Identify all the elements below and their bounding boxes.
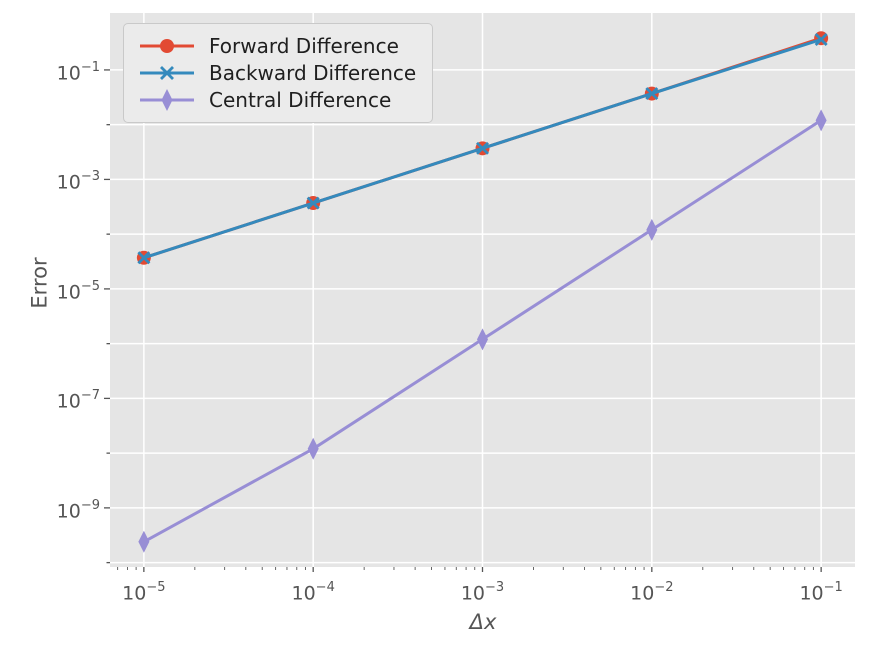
legend-row-central: Central Difference: [138, 87, 416, 114]
legend-label-backward: Backward Difference: [209, 60, 417, 85]
x-tick-label: 10−5: [122, 580, 166, 605]
y-tick-label: 10−5: [56, 278, 100, 304]
y-tick-label: 10−3: [56, 169, 100, 194]
x-tick-label: 10−2: [630, 580, 674, 605]
data-point-x: [306, 196, 320, 210]
x-axis-label: Δx: [469, 610, 497, 634]
x-tick-label: 10−1: [799, 580, 843, 605]
data-point-x: [476, 141, 489, 155]
legend: Forward Difference Backward Difference C…: [123, 23, 434, 123]
x-marker-icon: [140, 65, 194, 80]
data-point-diamond: [646, 218, 658, 241]
diamond-marker-icon: [140, 89, 194, 112]
y-tick-label: 10−9: [56, 497, 100, 523]
data-point-diamond: [477, 328, 488, 351]
data-point-diamond: [815, 109, 827, 132]
data-point-x: [814, 32, 828, 46]
x-tick-label: 10−4: [291, 580, 335, 605]
legend-row-backward: Backward Difference: [138, 59, 416, 86]
data-point-diamond: [307, 437, 319, 460]
data-point-diamond: [138, 530, 150, 553]
x-tick-label: 10−3: [460, 580, 505, 605]
legend-row-forward: Forward Difference: [138, 32, 416, 59]
y-tick-label: 10−1: [56, 59, 100, 85]
circle-marker-icon: [140, 38, 194, 53]
legend-label-forward: Forward Difference: [209, 33, 399, 58]
legend-label-central: Central Difference: [209, 88, 392, 113]
y-tick-label: 10−7: [56, 388, 100, 413]
data-point-x: [137, 251, 151, 265]
data-point-x: [645, 87, 659, 101]
